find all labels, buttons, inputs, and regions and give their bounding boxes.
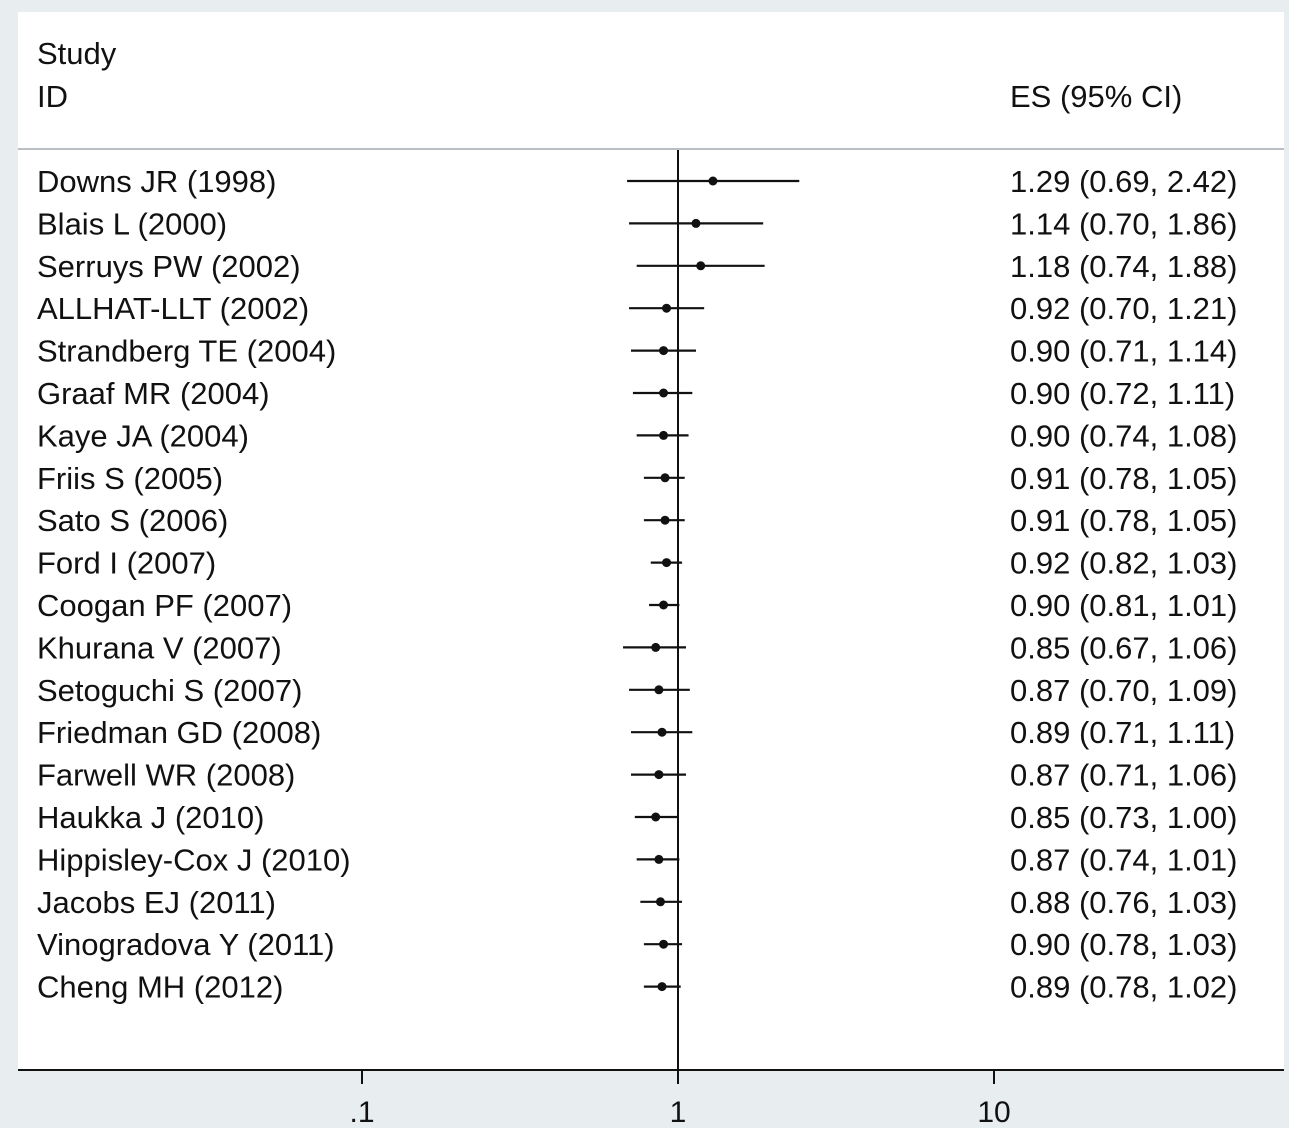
study-id-label: Setoguchi S (2007) xyxy=(37,673,302,708)
es-ci-label: 1.29 (0.69, 2.42) xyxy=(1010,164,1238,199)
study-id-label: Graaf MR (2004) xyxy=(37,376,270,411)
study-row: Serruys PW (2002) 1.18 (0.74, 1.88) xyxy=(37,249,1238,284)
study-id-label: Vinogradova Y (2011) xyxy=(37,927,335,962)
effect-point xyxy=(659,600,669,610)
study-row: Cheng MH (2012) 0.89 (0.78, 1.02) xyxy=(37,970,1238,1005)
study-row: ALLHAT-LLT (2002) 0.92 (0.70, 1.21) xyxy=(37,291,1238,326)
es-ci-label: 0.90 (0.74, 1.08) xyxy=(1010,418,1238,453)
effect-point xyxy=(660,473,670,483)
es-ci-label: 1.18 (0.74, 1.88) xyxy=(1010,249,1238,284)
effect-point xyxy=(660,515,670,525)
es-ci-label: 0.91 (0.78, 1.05) xyxy=(1010,461,1238,496)
study-row: Khurana V (2007) 0.85 (0.67, 1.06) xyxy=(37,630,1238,665)
es-ci-label: 1.14 (0.70, 1.86) xyxy=(1010,206,1238,241)
effect-point xyxy=(659,388,669,398)
study-id-label: Ford I (2007) xyxy=(37,546,216,581)
study-row: Haukka J (2010) 0.85 (0.73, 1.00) xyxy=(37,800,1238,835)
study-row: Ford I (2007) 0.92 (0.82, 1.03) xyxy=(37,546,1238,581)
x-tick-label: .1 xyxy=(349,1096,374,1128)
header-study-label: Study xyxy=(37,36,117,71)
es-ci-label: 0.90 (0.81, 1.01) xyxy=(1010,588,1238,623)
effect-point xyxy=(662,303,672,313)
es-ci-label: 0.89 (0.78, 1.02) xyxy=(1010,970,1238,1005)
effect-point xyxy=(659,939,669,949)
study-id-label: Friedman GD (2008) xyxy=(37,715,321,750)
es-ci-label: 0.87 (0.70, 1.09) xyxy=(1010,673,1238,708)
study-row: Friedman GD (2008) 0.89 (0.71, 1.11) xyxy=(37,715,1235,750)
study-id-label: Haukka J (2010) xyxy=(37,800,264,835)
es-ci-label: 0.89 (0.71, 1.11) xyxy=(1010,715,1235,750)
effect-point xyxy=(654,854,664,864)
es-ci-label: 0.90 (0.78, 1.03) xyxy=(1010,927,1238,962)
es-ci-label: 0.90 (0.72, 1.11) xyxy=(1010,376,1235,411)
effect-point xyxy=(657,982,667,992)
study-row: Graaf MR (2004) 0.90 (0.72, 1.11) xyxy=(37,376,1235,411)
es-ci-label: 0.91 (0.78, 1.05) xyxy=(1010,503,1238,538)
effect-point xyxy=(696,261,706,271)
study-id-label: Sato S (2006) xyxy=(37,503,228,538)
study-row: Downs JR (1998) 1.29 (0.69, 2.42) xyxy=(37,164,1238,199)
study-id-label: Khurana V (2007) xyxy=(37,630,282,665)
effect-point xyxy=(654,770,664,780)
study-id-label: Strandberg TE (2004) xyxy=(37,334,336,369)
study-id-label: ALLHAT-LLT (2002) xyxy=(37,291,309,326)
study-row: Setoguchi S (2007) 0.87 (0.70, 1.09) xyxy=(37,673,1238,708)
study-row: Farwell WR (2008) 0.87 (0.71, 1.06) xyxy=(37,758,1238,793)
effect-point xyxy=(662,558,672,568)
effect-point xyxy=(655,897,665,907)
es-ci-label: 0.87 (0.74, 1.01) xyxy=(1010,842,1238,877)
study-row: Kaye JA (2004) 0.90 (0.74, 1.08) xyxy=(37,418,1238,453)
x-tick-label: 10 xyxy=(977,1096,1010,1128)
es-ci-label: 0.87 (0.71, 1.06) xyxy=(1010,758,1238,793)
study-id-label: Kaye JA (2004) xyxy=(37,418,249,453)
study-row: Coogan PF (2007) 0.90 (0.81, 1.01) xyxy=(37,588,1238,623)
effect-point xyxy=(659,346,669,356)
study-rows: Downs JR (1998) 1.29 (0.69, 2.42) Blais L … xyxy=(37,164,1238,1005)
x-tick-label: 1 xyxy=(670,1096,687,1128)
es-ci-label: 0.88 (0.76, 1.03) xyxy=(1010,885,1238,920)
es-ci-label: 0.85 (0.73, 1.00) xyxy=(1010,800,1238,835)
effect-point xyxy=(651,812,661,822)
study-id-label: Friis S (2005) xyxy=(37,461,223,496)
header-es-label: ES (95% CI) xyxy=(1010,79,1182,114)
effect-point xyxy=(657,727,667,737)
header-id-label: ID xyxy=(37,79,68,114)
study-row: Strandberg TE (2004) 0.90 (0.71, 1.14) xyxy=(37,334,1238,369)
effect-point xyxy=(659,430,669,440)
study-id-label: Cheng MH (2012) xyxy=(37,970,283,1005)
x-axis-ticks: .1 1 10 xyxy=(349,1070,1011,1128)
es-ci-label: 0.90 (0.71, 1.14) xyxy=(1010,334,1238,369)
effect-point xyxy=(651,642,661,652)
plot-panel xyxy=(18,12,1284,1070)
study-id-label: Farwell WR (2008) xyxy=(37,758,295,793)
study-id-label: Serruys PW (2002) xyxy=(37,249,301,284)
effect-point xyxy=(708,176,718,186)
study-id-label: Coogan PF (2007) xyxy=(37,588,292,623)
study-row: Sato S (2006) 0.91 (0.78, 1.05) xyxy=(37,503,1238,538)
effect-point xyxy=(691,218,701,228)
study-id-label: Blais L (2000) xyxy=(37,206,227,241)
study-id-label: Hippisley-Cox J (2010) xyxy=(37,842,351,877)
effect-point xyxy=(654,685,664,695)
study-id-label: Jacobs EJ (2011) xyxy=(37,885,276,920)
study-row: Hippisley-Cox J (2010) 0.87 (0.74, 1.01) xyxy=(37,842,1238,877)
es-ci-label: 0.92 (0.70, 1.21) xyxy=(1010,291,1238,326)
study-row: Friis S (2005) 0.91 (0.78, 1.05) xyxy=(37,461,1238,496)
study-row: Vinogradova Y (2011) 0.90 (0.78, 1.03) xyxy=(37,927,1238,962)
study-row: Jacobs EJ (2011) 0.88 (0.76, 1.03) xyxy=(37,885,1238,920)
es-ci-label: 0.92 (0.82, 1.03) xyxy=(1010,546,1238,581)
es-ci-label: 0.85 (0.67, 1.06) xyxy=(1010,630,1238,665)
study-id-label: Downs JR (1998) xyxy=(37,164,276,199)
study-row: Blais L (2000) 1.14 (0.70, 1.86) xyxy=(37,206,1238,241)
